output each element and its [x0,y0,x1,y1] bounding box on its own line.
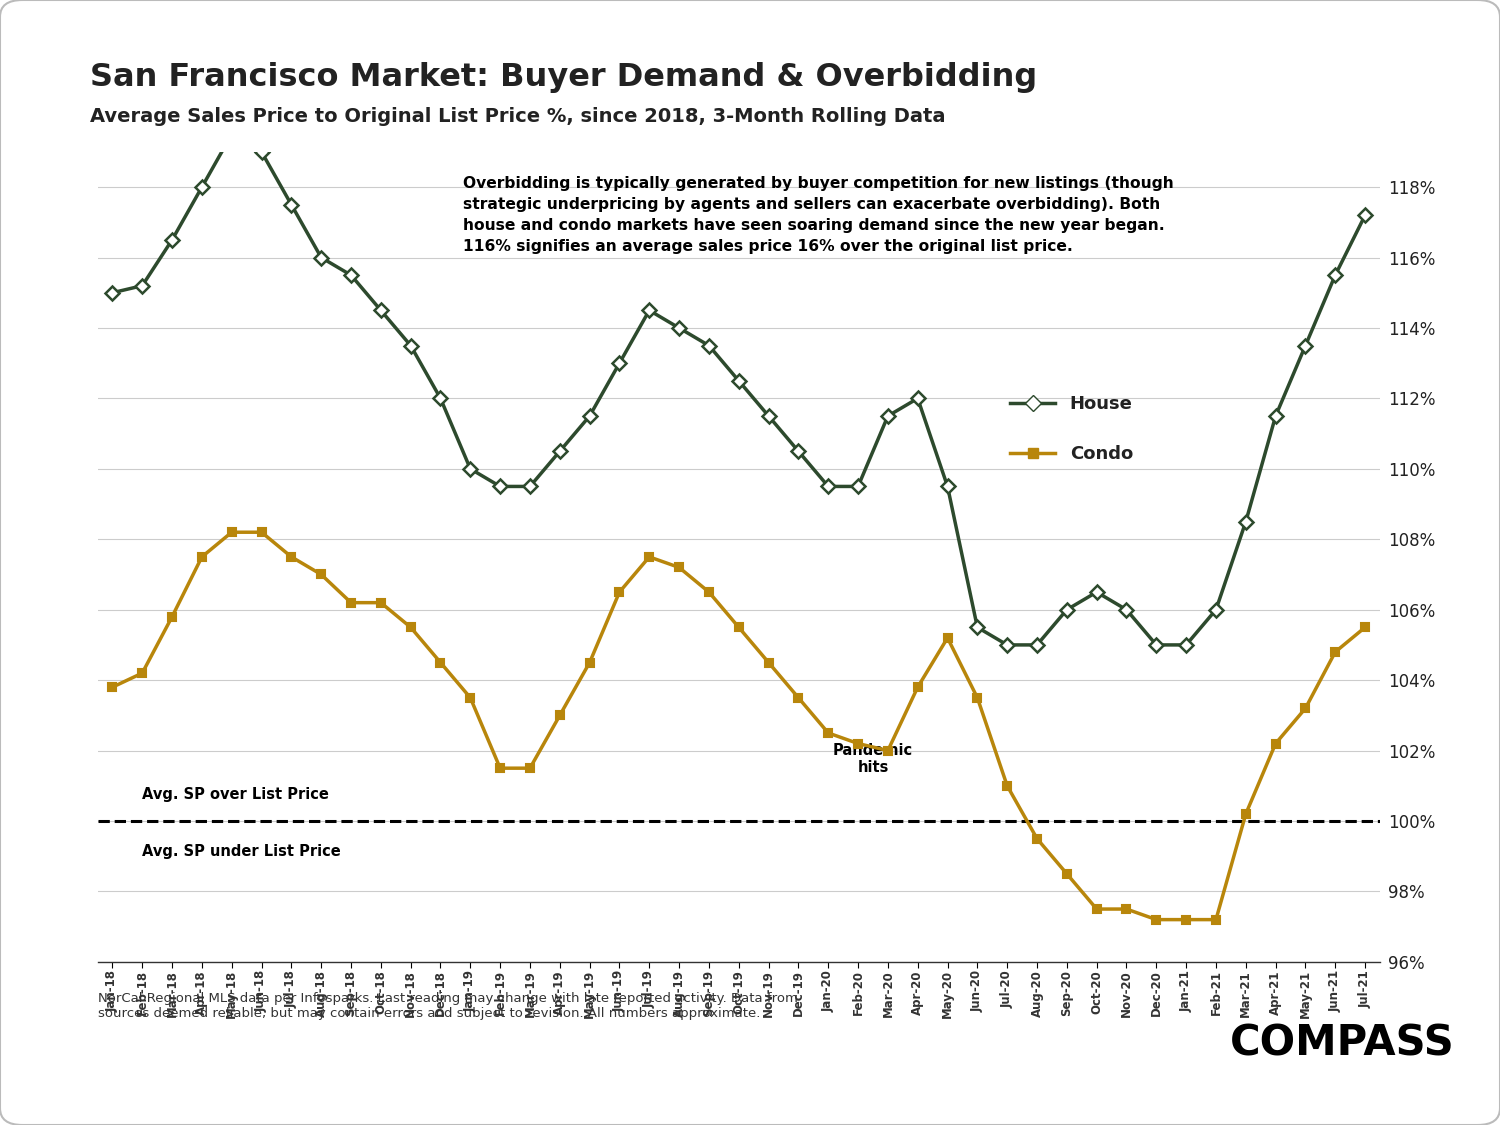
Text: Avg. SP under List Price: Avg. SP under List Price [142,844,340,858]
Text: NorCal Regional MLS data per Infosparks. Last reading may change with late repor: NorCal Regional MLS data per Infosparks.… [98,992,798,1020]
Text: Overbidding is typically generated by buyer competition for new listings (though: Overbidding is typically generated by bu… [464,177,1174,254]
Text: Avg. SP over List Price: Avg. SP over List Price [142,786,328,802]
Text: COMPASS: COMPASS [1230,1023,1455,1065]
Legend: House, Condo: House, Condo [1004,388,1140,470]
Text: Average Sales Price to Original List Price %, since 2018, 3-Month Rolling Data: Average Sales Price to Original List Pri… [90,107,945,126]
Text: Pandemic
hits: Pandemic hits [833,742,914,775]
Text: San Francisco Market: Buyer Demand & Overbidding: San Francisco Market: Buyer Demand & Ove… [90,62,1038,93]
